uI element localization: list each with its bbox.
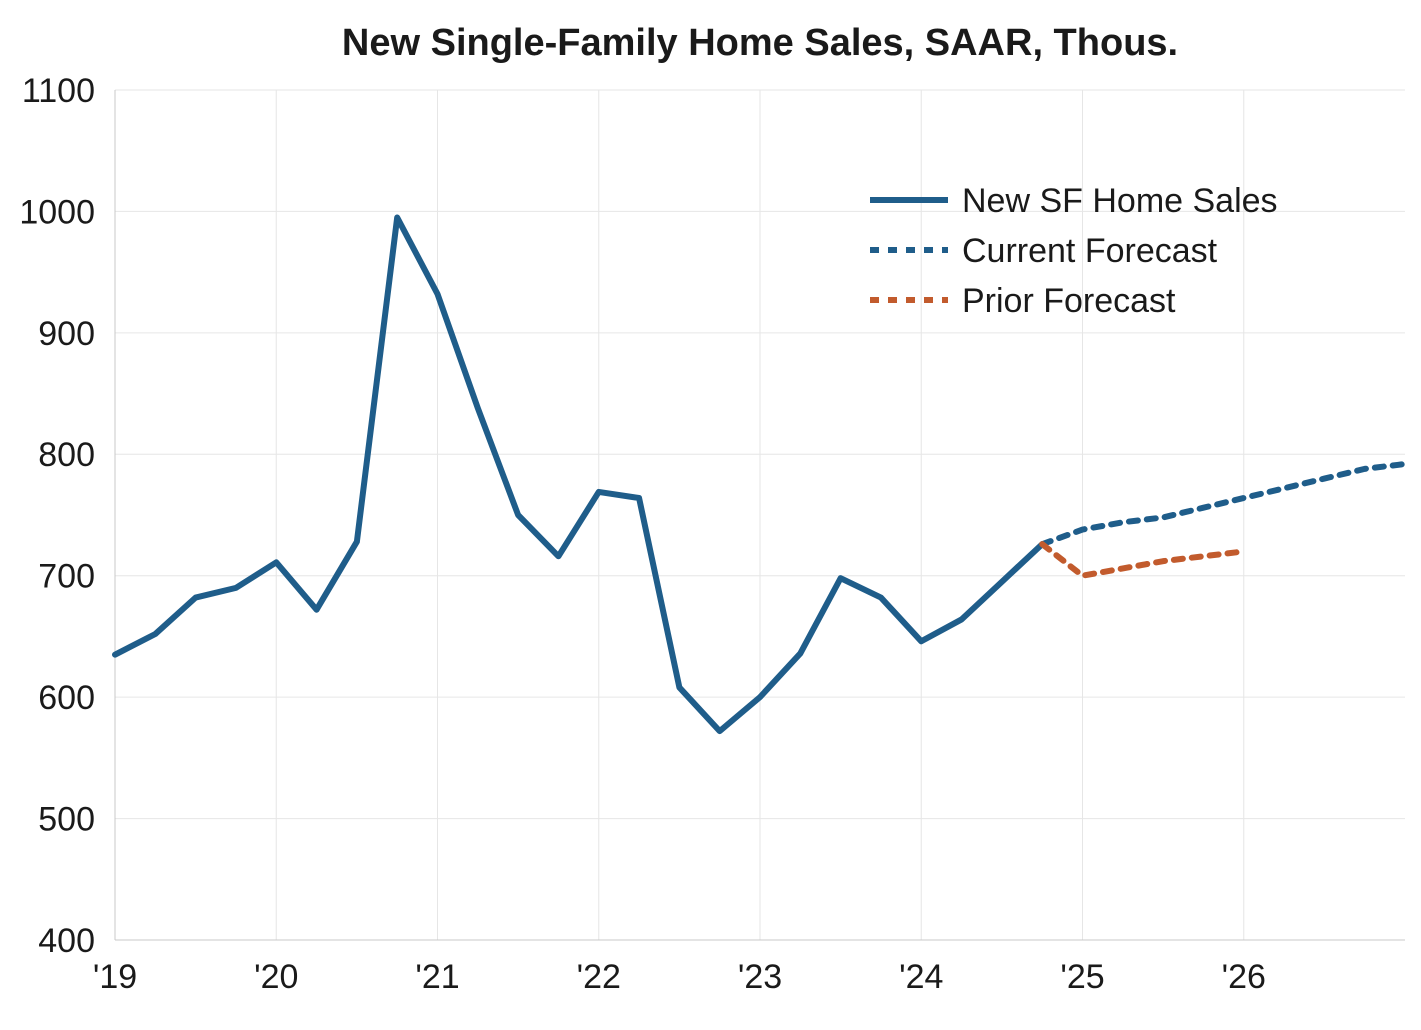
x-tick-label: '21	[415, 958, 459, 996]
legend-label: Prior Forecast	[962, 282, 1176, 320]
y-tick-label: 1100	[22, 72, 95, 110]
x-tick-label: '19	[93, 958, 137, 996]
x-tick-label: '25	[1060, 958, 1104, 996]
legend-label: New SF Home Sales	[962, 182, 1278, 220]
y-tick-label: 500	[38, 800, 95, 838]
y-tick-label: 900	[38, 315, 95, 353]
x-tick-label: '24	[899, 958, 943, 996]
y-tick-label: 1000	[19, 193, 95, 231]
chart-title: New Single-Family Home Sales, SAAR, Thou…	[342, 22, 1178, 64]
chart-container: 400 500 600 700 800 900 1000 1100 '19 '20 '21 '22 '2…	[0, 0, 1421, 1030]
y-tick-label: 800	[38, 436, 95, 474]
x-tick-label: '20	[254, 958, 298, 996]
x-tick-label: '22	[577, 958, 621, 996]
y-tick-label: 400	[38, 922, 95, 960]
x-tick-label: '26	[1222, 958, 1266, 996]
legend-label: Current Forecast	[962, 232, 1218, 270]
y-tick-label: 600	[38, 679, 95, 717]
home-sales-line-chart: 400 500 600 700 800 900 1000 1100 '19 '20 '21 '22 '2…	[0, 0, 1421, 1030]
x-tick-label: '23	[738, 958, 782, 996]
y-tick-label: 700	[38, 558, 95, 596]
